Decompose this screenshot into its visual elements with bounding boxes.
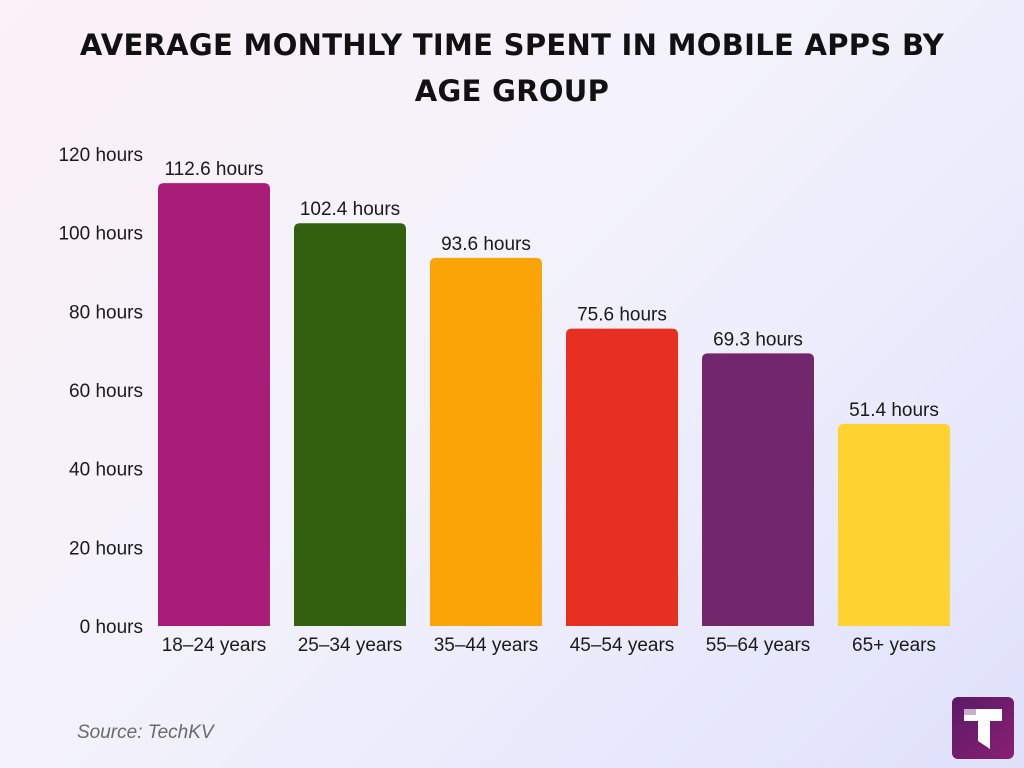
techkv-logo-icon [952,697,1014,759]
y-tick-label: 80 hours [69,302,143,323]
x-tick-label: 45–54 years [570,635,675,656]
y-tick-label: 60 hours [69,381,143,402]
bar-value-label: 102.4 hours [300,199,400,220]
x-tick-label: 18–24 years [162,635,267,656]
y-tick-label: 40 hours [69,460,143,481]
y-tick-label: 120 hours [58,145,143,166]
bar [430,257,542,626]
x-tick-label: 55–64 years [706,635,811,656]
bar [838,423,950,626]
y-tick-label: 20 hours [69,538,143,559]
bar [702,353,814,626]
bar-value-label: 51.4 hours [849,400,939,421]
bar-value-label: 75.6 hours [577,305,667,326]
chart-title-line-1: AVERAGE MONTHLY TIME SPENT IN MOBILE APP… [79,28,945,62]
bar-value-label: 112.6 hours [165,159,264,180]
bar [566,328,678,626]
x-tick-label: 25–34 years [298,635,403,656]
bar [158,183,270,626]
bar [294,223,406,626]
techkv-logo-glyph [964,709,1002,749]
x-tick-label: 35–44 years [434,635,539,656]
source-note: Source: TechKV [77,722,214,743]
y-tick-label: 100 hours [58,224,143,245]
chart-title: AVERAGE MONTHLY TIME SPENT IN MOBILE APP… [0,22,1024,114]
bar-value-label: 93.6 hours [441,234,531,255]
x-tick-label: 65+ years [852,635,936,656]
bar-value-label: 69.3 hours [713,329,803,350]
y-tick-label: 0 hours [80,617,143,638]
chart-title-line-2: AGE GROUP [414,74,610,108]
bar-chart: 0 hours 20 hours 40 hours 60 hours 80 hours 1… [58,145,950,656]
